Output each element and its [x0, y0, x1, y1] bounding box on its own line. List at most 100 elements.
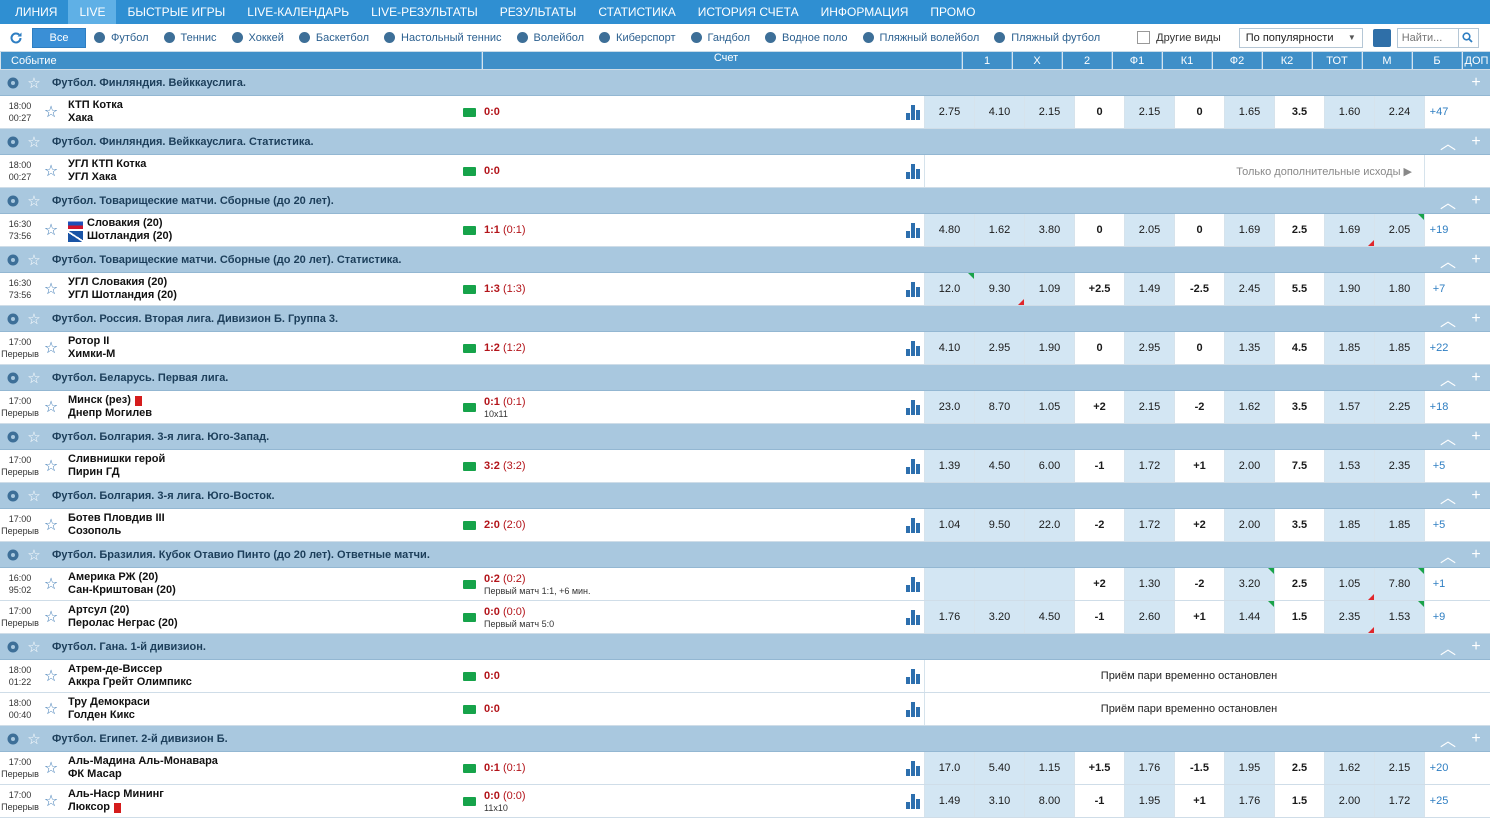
sport-filter-item[interactable]: Гандбол [690, 32, 750, 44]
event-teams[interactable]: Тру Демокраси Голден Кикс [62, 693, 462, 725]
live-stream-icon[interactable] [462, 785, 476, 817]
odds-cell[interactable]: 9.50 [974, 509, 1024, 541]
refresh-icon[interactable] [4, 27, 28, 49]
odds-cell[interactable]: 3.10 [974, 785, 1024, 817]
favorite-star-icon[interactable]: ☆ [43, 609, 59, 626]
more-markets-link[interactable]: +9 [1424, 601, 1453, 633]
more-markets-link[interactable]: +19 [1424, 214, 1453, 246]
odds-cell[interactable]: 1.49 [924, 785, 974, 817]
event-teams[interactable]: Америка РЖ (20) Сан-Криштован (20) [62, 568, 462, 600]
statistics-bar-icon[interactable] [906, 459, 922, 474]
statistics-bar-icon[interactable] [906, 610, 922, 625]
favorite-star-icon[interactable]: ☆ [27, 428, 41, 446]
odds-cell[interactable]: 1.80 [1374, 273, 1424, 305]
live-stream-icon[interactable] [462, 273, 476, 305]
more-markets-link[interactable]: +1 [1424, 568, 1453, 600]
odds-cell[interactable]: 1.60 [1324, 96, 1374, 128]
odds-cell[interactable]: 3.20 [1224, 568, 1274, 600]
expand-plus-icon[interactable]: + [1471, 427, 1481, 445]
favorite-star-icon[interactable]: ☆ [27, 369, 41, 387]
favorite-star-icon[interactable]: ☆ [43, 104, 59, 121]
more-markets-link[interactable]: +47 [1424, 96, 1453, 128]
live-stream-icon[interactable] [462, 332, 476, 364]
odds-cell[interactable]: 1.76 [1124, 752, 1174, 784]
event-row[interactable]: 16:30 73:56 ☆ Словакия (20) Шотландия (20) 1:… [0, 214, 1490, 247]
favorite-star-icon[interactable]: ☆ [27, 638, 41, 656]
odds-cell[interactable]: 1.95 [1124, 785, 1174, 817]
collapse-icon[interactable]: ︿ [1439, 194, 1456, 212]
more-markets-link[interactable]: +5 [1424, 509, 1453, 541]
odds-cell[interactable]: 2.24 [1374, 96, 1424, 128]
favorite-star-icon[interactable]: ☆ [27, 133, 41, 151]
favorite-star-icon[interactable]: ☆ [27, 487, 41, 505]
odds-cell[interactable]: 1.69 [1224, 214, 1274, 246]
favorite-star-icon[interactable]: ☆ [27, 192, 41, 210]
sport-filter-item[interactable]: Баскетбол [298, 32, 369, 44]
favorite-star-icon[interactable]: ☆ [43, 701, 59, 718]
odds-cell[interactable]: 9.30 [974, 273, 1024, 305]
live-stream-icon[interactable] [462, 155, 476, 187]
odds-cell[interactable]: 23.0 [924, 391, 974, 423]
statistics-bar-icon[interactable] [906, 702, 922, 717]
odds-cell[interactable]: 2.25 [1374, 391, 1424, 423]
odds-cell[interactable]: 1.49 [1124, 273, 1174, 305]
event-teams[interactable]: Аль-Наср Мининг Люксор [62, 785, 462, 817]
collapse-icon[interactable]: ︿ [1439, 640, 1456, 658]
odds-cell[interactable]: 1.62 [1224, 391, 1274, 423]
event-teams[interactable]: УГЛ Словакия (20) УГЛ Шотландия (20) [62, 273, 462, 305]
odds-cell[interactable]: 1.90 [1024, 332, 1074, 364]
nav-item-8[interactable]: ИНФОРМАЦИЯ [820, 5, 909, 19]
odds-cell[interactable]: 1.62 [974, 214, 1024, 246]
event-teams[interactable]: Атрем-де-Виссер Аккра Грейт Олимпикс [62, 660, 462, 692]
event-teams[interactable]: Ротор II Химки-М [62, 332, 462, 364]
event-teams[interactable]: Минск (рез) Днепр Могилев [62, 391, 462, 423]
nav-item-3[interactable]: LIVE-КАЛЕНДАРЬ [247, 5, 350, 19]
odds-cell[interactable]: 1.90 [1324, 273, 1374, 305]
odds-cell[interactable]: 2.15 [1124, 391, 1174, 423]
search-input[interactable] [1397, 28, 1458, 47]
other-sports-toggle[interactable]: Другие виды [1137, 31, 1221, 44]
event-teams[interactable]: Ботев Пловдив III Созополь [62, 509, 462, 541]
sport-filter-item[interactable]: Хоккей [231, 32, 284, 44]
odds-cell[interactable]: 4.50 [1024, 601, 1074, 633]
favorite-star-icon[interactable]: ☆ [43, 222, 59, 239]
expand-plus-icon[interactable]: + [1471, 309, 1481, 327]
event-row[interactable]: 17:00 Перерыв ☆ Ротор II Химки-М 1:2 (1:2) 4.1… [0, 332, 1490, 365]
tv-icon[interactable] [1372, 28, 1391, 47]
odds-cell[interactable]: 5.40 [974, 752, 1024, 784]
odds-cell[interactable]: 1.72 [1124, 509, 1174, 541]
odds-cell[interactable]: 1.72 [1374, 785, 1424, 817]
statistics-bar-icon[interactable] [906, 341, 922, 356]
expand-plus-icon[interactable]: + [1471, 73, 1481, 91]
odds-cell[interactable]: 2.15 [1024, 96, 1074, 128]
sport-filter-item[interactable]: Теннис [163, 32, 217, 44]
nav-item-2[interactable]: БЫСТРЫЕ ИГРЫ [127, 5, 226, 19]
odds-cell[interactable]: 12.0 [924, 273, 974, 305]
nav-item-6[interactable]: СТАТИСТИКА [598, 5, 676, 19]
favorite-star-icon[interactable]: ☆ [27, 546, 41, 564]
event-row[interactable]: 17:00 Перерыв ☆ Аль-Наср Мининг Люксор 0:0 (0… [0, 785, 1490, 818]
sport-filter-item[interactable]: Водное поло [765, 32, 848, 44]
odds-cell[interactable]: 1.05 [1024, 391, 1074, 423]
odds-cell[interactable]: 2.45 [1224, 273, 1274, 305]
live-stream-icon[interactable] [462, 509, 476, 541]
expand-plus-icon[interactable]: + [1471, 368, 1481, 386]
odds-cell[interactable]: 1.76 [1224, 785, 1274, 817]
sport-filter-item[interactable]: Пляжный волейбол [862, 32, 979, 44]
event-row[interactable]: 17:00 Перерыв ☆ Ботев Пловдив III Созополь 2:… [0, 509, 1490, 542]
odds-cell[interactable]: 1.04 [924, 509, 974, 541]
sport-filter-item[interactable]: Футбол [94, 32, 149, 44]
statistics-bar-icon[interactable] [906, 794, 922, 809]
favorite-star-icon[interactable]: ☆ [43, 163, 59, 180]
odds-cell[interactable]: 2.15 [1124, 96, 1174, 128]
live-stream-icon[interactable] [462, 450, 476, 482]
expand-plus-icon[interactable]: + [1471, 250, 1481, 268]
favorite-star-icon[interactable]: ☆ [27, 730, 41, 748]
favorite-star-icon[interactable]: ☆ [43, 340, 59, 357]
odds-cell[interactable]: 7.80 [1374, 568, 1424, 600]
other-sports-checkbox[interactable] [1137, 31, 1151, 44]
event-row[interactable]: 16:30 73:56 ☆ УГЛ Словакия (20) УГЛ Шотланди… [0, 273, 1490, 306]
odds-cell[interactable] [924, 568, 974, 600]
all-sports-button[interactable]: Все [32, 27, 86, 48]
favorite-star-icon[interactable]: ☆ [43, 668, 59, 685]
